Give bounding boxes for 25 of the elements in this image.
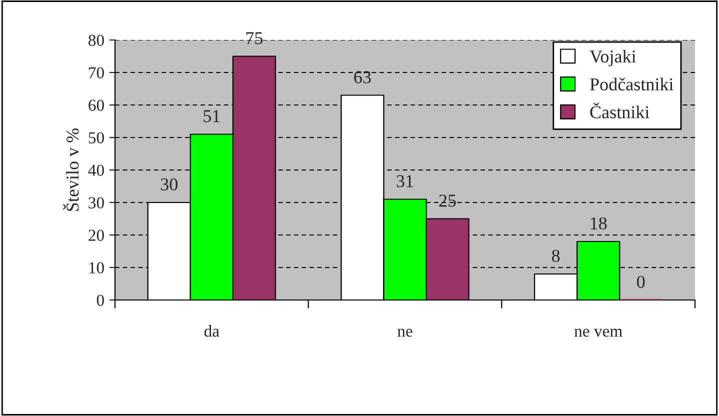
x-tick-label: da	[204, 325, 220, 337]
y-tick-label: 80	[88, 34, 104, 46]
data-label: 0	[637, 276, 645, 288]
legend-label: Častniki	[590, 102, 650, 118]
data-label: 75	[246, 32, 263, 44]
data-label: 18	[590, 217, 607, 230]
y-tick-label: 30	[88, 197, 104, 208]
data-label: 31	[396, 175, 413, 188]
legend-label: Vojaki	[590, 50, 636, 66]
data-label: 63	[354, 71, 371, 84]
y-tick-label: 70	[89, 67, 104, 78]
y-axis-title: Število v %	[63, 128, 79, 211]
y-tick-label: 10	[89, 262, 104, 274]
data-label: 25	[439, 194, 456, 207]
data-label: 30	[160, 178, 178, 190]
x-tick-label: ne	[398, 328, 412, 337]
data-label: 51	[204, 110, 220, 122]
x-tick-label: ne vem	[574, 328, 622, 337]
legend-label: Podčastniki	[590, 78, 674, 90]
y-tick-label: 0	[96, 294, 104, 306]
y-tick-label: 50	[88, 132, 104, 144]
y-tick-label: 60	[88, 100, 104, 111]
y-tick-label: 20	[88, 230, 104, 241]
y-tick-label: 40	[88, 164, 104, 176]
data-label: 8	[552, 250, 560, 262]
